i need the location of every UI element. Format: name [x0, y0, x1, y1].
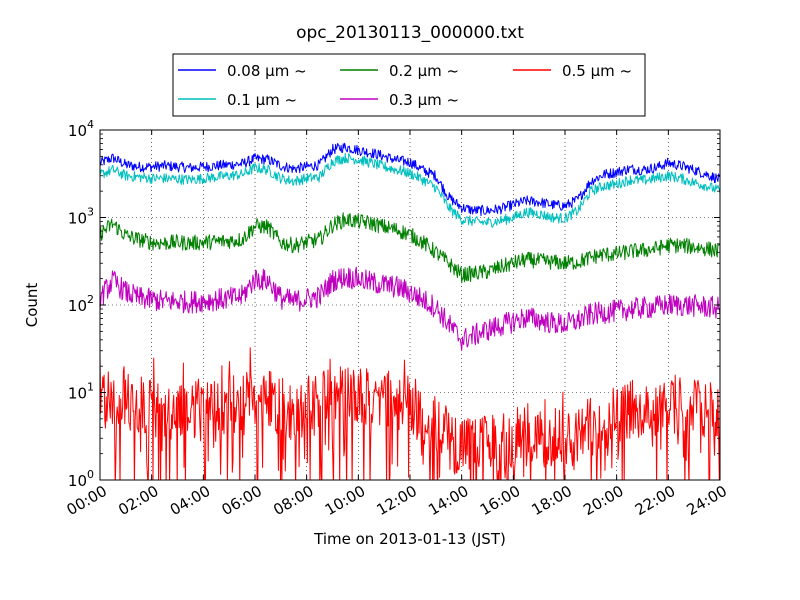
y-tick-label: 104: [68, 118, 94, 140]
series-line-4: [100, 347, 720, 480]
legend-label-2: 0.2 μm ~: [389, 62, 459, 80]
series-line-2: [100, 212, 720, 284]
y-tick-label: 100: [68, 468, 94, 490]
legend-label-3: 0.3 μm ~: [389, 91, 459, 109]
grid: [100, 130, 720, 480]
series-layer: [100, 142, 720, 480]
x-axis-label: Time on 2013-01-13 (JST): [313, 530, 506, 548]
legend-label-4: 0.5 μm ~: [562, 62, 632, 80]
y-tick-label: 103: [68, 206, 94, 228]
legend-box: [172, 53, 646, 117]
legend: 0.08 μm ~ 0.1 μm ~ 0.2 μm ~ 0.3 μm ~ 0.5 μm …: [172, 53, 646, 117]
y-tick-label: 102: [68, 293, 94, 315]
y-tick-labels: 100 101 102 103 104: [68, 118, 94, 490]
y-tick-label: 101: [68, 381, 94, 403]
series-line-3: [100, 266, 720, 351]
y-axis-label: Count: [23, 283, 41, 328]
series-line-0: [100, 142, 720, 217]
legend-label-1: 0.1 μm ~: [227, 91, 297, 109]
chart-title: opc_20130113_000000.txt: [296, 23, 524, 43]
legend-label-0: 0.08 μm ~: [227, 62, 307, 80]
axis-ticks: [99, 129, 721, 481]
series-line-1: [100, 152, 720, 228]
